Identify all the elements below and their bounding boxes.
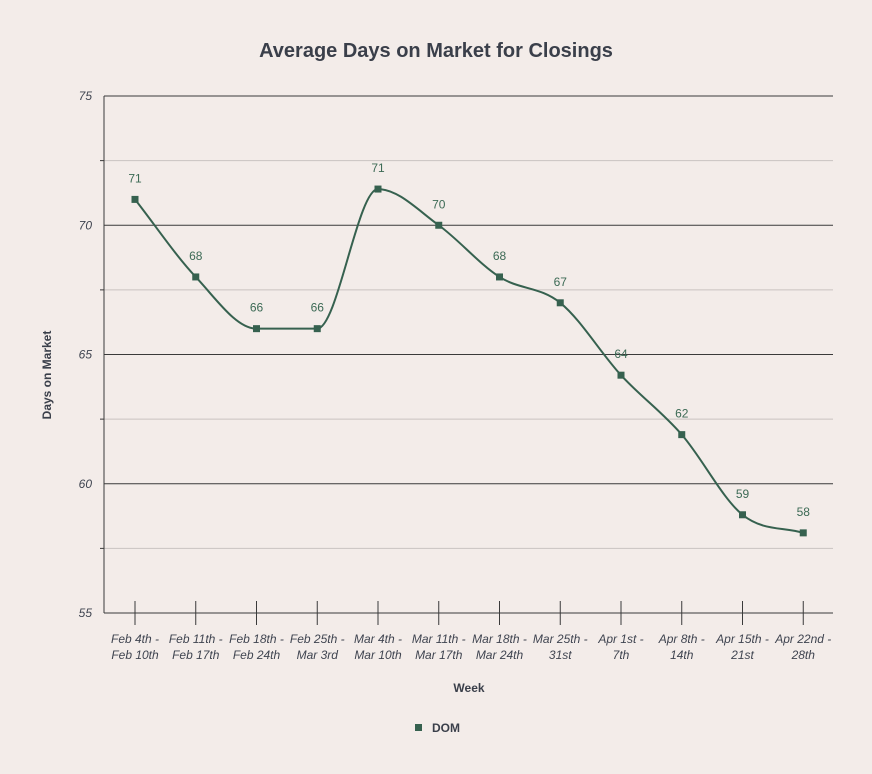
data-label: 68 <box>493 249 507 263</box>
grid <box>104 95 833 549</box>
legend[interactable]: DOM <box>415 721 460 735</box>
data-label: 64 <box>614 347 628 361</box>
data-point-marker <box>131 195 139 203</box>
data-point-marker <box>192 273 200 281</box>
x-tick-label: Feb 11th -Feb 17th <box>169 632 223 662</box>
x-tick-label: Apr 22nd -28th <box>774 632 831 662</box>
x-tick-label: Mar 4th -Mar 10th <box>354 632 402 662</box>
series-line-dom <box>134 188 804 534</box>
x-tick-label: Mar 18th -Mar 24th <box>472 632 527 662</box>
data-point-marker <box>617 371 625 379</box>
data-label: 67 <box>554 275 568 289</box>
data-point-marker <box>678 431 686 439</box>
axes <box>100 96 833 614</box>
data-label: 66 <box>250 301 264 315</box>
data-point-marker <box>496 273 503 281</box>
y-tick-label: 70 <box>79 218 93 232</box>
y-tick-label: 75 <box>79 89 93 103</box>
x-tick-label: Apr 8th -14th <box>658 632 705 662</box>
y-tick-label: 55 <box>79 606 93 620</box>
data-point-marker <box>799 529 807 537</box>
x-tick-label: Apr 15th -21st <box>715 632 769 662</box>
data-label: 58 <box>797 505 811 519</box>
legend-label-dom: DOM <box>432 721 460 735</box>
x-tick-label: Mar 11th -Mar 17th <box>412 632 466 662</box>
x-tick-label: Apr 1st -7th <box>597 632 643 662</box>
data-label: 71 <box>128 171 142 185</box>
y-axis-title: Days on Market <box>40 331 54 420</box>
x-tick-label: Mar 25th -31st <box>533 632 588 662</box>
data-label: 68 <box>189 249 203 263</box>
x-tick-label: Feb 4th -Feb 10th <box>111 632 159 662</box>
data-label: 70 <box>432 197 446 211</box>
data-point-marker <box>435 221 443 229</box>
data-point-marker <box>253 325 260 333</box>
series-dom <box>131 185 807 537</box>
chart-title: Average Days on Market for Closings <box>259 40 613 62</box>
data-label: 62 <box>675 407 689 421</box>
y-axis-ticks: 55 60 65 70 75 <box>79 89 93 620</box>
x-tick-label: Feb 25th -Mar 3rd <box>290 632 345 662</box>
data-label: 71 <box>371 161 385 175</box>
data-point-marker <box>374 185 382 193</box>
x-tick-label: Feb 18th -Feb 24th <box>229 632 284 662</box>
data-point-marker <box>313 325 321 333</box>
data-label: 59 <box>736 487 750 501</box>
data-label: 66 <box>311 301 325 315</box>
x-axis-title: Week <box>453 681 484 695</box>
y-tick-label: 60 <box>79 477 93 491</box>
data-labels: 71 68 66 66 71 70 68 67 64 62 59 58 <box>128 161 810 519</box>
legend-swatch-dom <box>415 724 422 731</box>
data-point-marker <box>739 511 746 519</box>
y-tick-label: 65 <box>79 348 93 362</box>
data-point-marker <box>556 299 564 307</box>
